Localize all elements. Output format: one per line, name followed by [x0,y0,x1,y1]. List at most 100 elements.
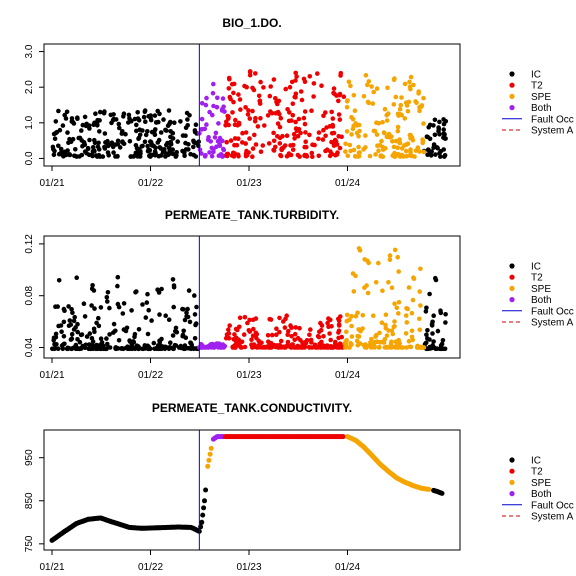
data-point-t2 [298,89,304,94]
data-point-t2 [271,130,276,136]
legend-label: Both [531,489,552,500]
data-point-t2 [265,113,271,118]
data-point-ic [132,334,137,340]
data-point-t2 [253,71,258,76]
data-point-t2 [341,94,347,99]
data-point-ic [149,143,155,148]
data-point-ic [186,142,191,147]
data-point-t2 [231,90,236,96]
data-point-t2 [292,331,298,337]
x-tick-label: 01/22 [138,370,163,381]
data-point-ic [136,135,142,141]
data-point-ic [71,318,77,324]
data-point-t2 [311,81,317,86]
data-point-spe [382,345,388,350]
data-point-ic [70,136,76,142]
data-point-spe [397,106,403,112]
data-point-ic [135,110,140,115]
data-point-spe [371,128,377,134]
data-point-ic [168,119,173,125]
data-point-ic [136,346,141,352]
data-point-ic [74,275,79,281]
data-point-spe [354,130,360,136]
x-tick-label: 01/24 [335,178,360,189]
data-point-ic [111,150,116,155]
data-point-t2 [337,117,343,122]
data-point-ic [431,313,437,319]
data-point-spe [377,344,382,350]
data-point-t2 [336,323,342,328]
data-point-both [214,341,219,346]
data-point-ic [116,121,122,127]
data-point-spe [391,77,397,82]
x-tick-label: 01/21 [39,562,64,573]
data-point-t2 [274,332,279,338]
x-tick-label: 01/24 [335,562,360,573]
data-point-t2 [298,130,303,136]
data-point-t2 [226,86,232,91]
data-point-t2 [285,339,291,345]
data-point-t2 [292,345,297,350]
legend-label: System A [531,512,574,523]
data-point-t2 [231,81,237,87]
data-point-t2 [226,75,232,81]
data-point-spe [374,120,379,125]
data-point-t2 [258,116,263,121]
data-point-ic [429,323,435,328]
data-point-t2 [301,76,307,82]
data-point-ic [427,291,432,297]
data-point-ic [182,317,188,323]
data-point-ic [53,119,59,124]
data-point-ic [431,123,436,128]
data-point-ic [172,120,177,125]
data-point-t2 [243,151,249,156]
data-point-both [220,96,226,101]
data-point-spe [353,313,359,319]
data-point-ic [187,319,193,325]
data-point-ic [171,346,176,352]
data-point-ic [425,336,430,341]
data-point-t2 [296,116,302,122]
data-point-both [217,143,223,149]
data-point-t2 [319,323,325,328]
data-point-spe [403,313,409,318]
data-point-ic [182,346,188,352]
data-point-ic [96,147,102,152]
data-point-ic [437,119,442,125]
data-point-ic [90,339,96,344]
data-point-ic [121,114,126,119]
data-point-ic [170,277,176,282]
data-point-t2 [328,317,333,323]
data-point-ic [181,307,186,312]
data-point-ic [123,345,129,351]
data-point-t2 [281,319,286,324]
data-point-ic [123,131,128,137]
data-point-t2 [331,86,337,91]
data-point-ic [141,114,147,120]
data-point-t2 [242,83,247,89]
data-point-ic [57,127,63,133]
legend-label: T2 [531,273,543,284]
data-point-spe [391,102,397,107]
data-point-ic [92,306,97,311]
data-point-t2 [336,112,342,117]
legend-label: Both [531,103,552,114]
data-point-ic [67,318,73,323]
data-point-t2 [329,109,335,115]
data-point-ic [183,335,189,341]
data-point-spe [407,84,413,89]
data-point-ic [142,139,148,144]
data-point-t2 [301,115,307,121]
data-point-ic [90,283,95,288]
data-point-ic [200,512,206,518]
data-point-spe [373,334,378,339]
data-point-t2 [287,152,292,158]
data-point-ic [127,116,132,121]
data-point-spe [356,144,361,150]
data-point-ic [109,120,114,126]
data-point-ic [440,338,446,343]
data-point-ic [439,346,444,352]
data-point-ic [87,331,93,336]
data-point-spe [380,144,386,150]
data-point-ic [157,312,162,317]
